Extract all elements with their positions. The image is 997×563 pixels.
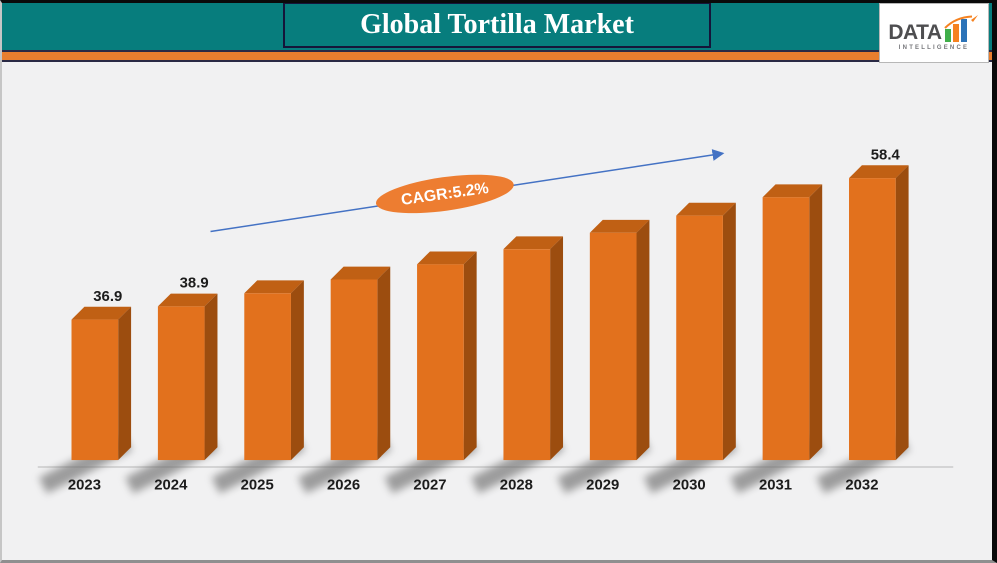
x-axis-label-2031: 2031 <box>759 478 792 494</box>
value-label-2023: 36.9 <box>93 289 122 305</box>
bar-top-face <box>330 266 391 280</box>
bar-top-face <box>676 202 736 216</box>
bar-front-face <box>417 264 464 461</box>
logo-wordmark: DATA <box>888 21 942 44</box>
bar-top-face <box>503 236 564 250</box>
bar-side-face <box>377 266 391 461</box>
logo-bars-icon <box>943 15 978 42</box>
bar-side-face <box>463 251 477 461</box>
bar-front-face <box>503 249 551 461</box>
x-axis-label-2032: 2032 <box>845 478 878 494</box>
header-accent-stripe <box>2 52 992 62</box>
brand-logo: DATA INTELLIGENCE <box>879 3 989 63</box>
bar-front-face <box>330 279 378 461</box>
bar-side-face <box>118 306 132 461</box>
bar-front-face <box>762 197 810 461</box>
value-label-2032: 58.4 <box>871 147 901 163</box>
bar-side-face <box>636 219 650 461</box>
bar-top-face <box>849 165 909 179</box>
x-axis-label-2028: 2028 <box>500 478 533 494</box>
bar-top-face <box>762 184 823 198</box>
labels-layer: 2023 36.9 2024 38.9 2025 2026 2027 2028 2029 2030… <box>68 147 901 493</box>
bar-front-face <box>244 293 291 461</box>
bar-front-face <box>157 306 205 461</box>
bar-side-face <box>809 184 823 461</box>
bar-2029 <box>589 219 650 461</box>
bar-2032 <box>849 165 909 461</box>
bar-front-face <box>849 178 896 461</box>
bar-side-face <box>722 202 736 461</box>
x-axis-label-2029: 2029 <box>586 478 619 494</box>
bars-layer <box>71 165 909 461</box>
title-box: Global Tortilla Market <box>283 3 711 48</box>
cagr-badge: CAGR:5.2% <box>375 174 514 214</box>
bar-top-face <box>244 280 304 294</box>
x-axis-label-2023: 2023 <box>68 478 101 494</box>
logo-row: DATA <box>888 15 979 43</box>
bar-top-face <box>157 293 218 307</box>
bar-top-face <box>417 251 477 265</box>
bar-2026 <box>330 266 391 461</box>
bar-2027 <box>417 251 477 461</box>
x-axis-label-2025: 2025 <box>241 478 274 494</box>
value-label-2024: 38.9 <box>180 276 209 292</box>
bar-2024 <box>157 293 218 461</box>
bar-side-face <box>550 236 564 461</box>
bar-top-face <box>589 219 650 233</box>
cagr-ellipse <box>375 174 514 214</box>
bar-side-face <box>204 293 218 461</box>
bar-front-face <box>589 232 637 461</box>
bar-side-face <box>290 280 304 461</box>
x-axis-label-2024: 2024 <box>154 478 188 494</box>
bar-front-face <box>676 215 723 461</box>
logo-subtitle: INTELLIGENCE <box>898 45 970 51</box>
x-axis-label-2027: 2027 <box>413 478 446 494</box>
bar-2028 <box>503 236 564 461</box>
x-axis-label-2030: 2030 <box>673 478 706 494</box>
header: Global Tortilla Market <box>2 3 992 52</box>
bar-top-face <box>71 306 132 320</box>
x-axis-label-2026: 2026 <box>327 478 360 494</box>
bar-2023 <box>71 306 132 461</box>
bar-side-face <box>895 165 909 461</box>
bar-2030 <box>676 202 736 461</box>
bar-2025 <box>244 280 304 461</box>
bar-front-face <box>71 319 119 461</box>
bar-2031 <box>762 184 823 461</box>
page-title: Global Tortilla Market <box>360 9 634 40</box>
